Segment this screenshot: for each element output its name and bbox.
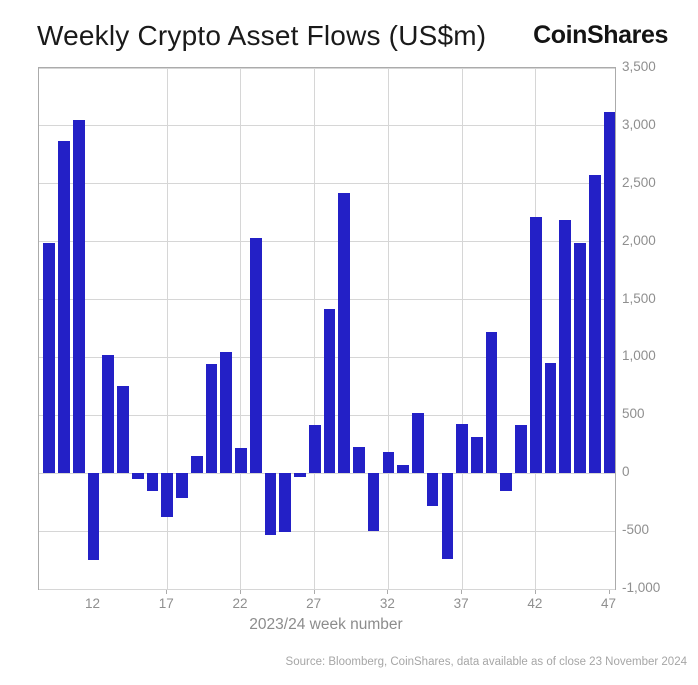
y-gridline-0 xyxy=(39,472,615,474)
bar-week-43 xyxy=(544,363,557,474)
x-gridline-week-17 xyxy=(166,68,168,589)
x-gridline-week-27 xyxy=(314,68,316,589)
x-axis-tickmark-42 xyxy=(534,589,536,594)
x-axis-tick-label-27: 27 xyxy=(306,596,322,611)
bar-week-21 xyxy=(220,351,233,474)
source-note: Source: Bloomberg, CoinShares, data avai… xyxy=(285,656,687,668)
y-gridline--1000 xyxy=(39,588,615,590)
bar-week-19 xyxy=(190,455,203,474)
bar-week-17 xyxy=(161,473,174,518)
x-axis-tick-label-42: 42 xyxy=(527,596,543,611)
y-axis-tick-label-3000: 3,000 xyxy=(622,116,656,132)
bar-week-23 xyxy=(249,238,262,474)
bar-week-22 xyxy=(235,448,247,474)
bar-week-38 xyxy=(471,437,483,474)
bar-week-41 xyxy=(515,424,527,474)
plot-area xyxy=(38,67,616,590)
bar-week-20 xyxy=(205,364,218,474)
bar-week-9 xyxy=(43,242,56,474)
bar-week-15 xyxy=(131,473,144,479)
y-gridline-3000 xyxy=(39,125,615,127)
x-axis-tickmark-47 xyxy=(608,589,610,594)
y-axis-tick-label-2500: 2,500 xyxy=(622,174,656,190)
bar-week-30 xyxy=(353,446,365,474)
bar-week-24 xyxy=(264,473,277,535)
bar-week-46 xyxy=(588,174,601,474)
y-axis-tick-label-3500: 3,500 xyxy=(622,59,656,74)
bar-week-39 xyxy=(485,331,498,474)
x-axis-tick-label-22: 22 xyxy=(232,596,248,611)
x-axis-title: 2023/24 week number xyxy=(249,616,403,633)
bar-week-10 xyxy=(58,140,70,474)
bar-week-35 xyxy=(426,473,439,506)
chart-title: Weekly Crypto Asset Flows (US$m) xyxy=(37,20,487,51)
bar-week-27 xyxy=(308,424,321,474)
bar-week-16 xyxy=(146,473,159,491)
y-axis-tick-label-1500: 1,500 xyxy=(622,290,656,306)
x-axis-tick-label-32: 32 xyxy=(379,596,395,611)
bar-week-25 xyxy=(279,473,292,533)
bar-week-14 xyxy=(117,386,129,474)
bar-week-18 xyxy=(176,473,188,498)
bar-week-11 xyxy=(72,120,85,474)
x-gridline-week-22 xyxy=(240,68,242,589)
x-axis-tickmark-27 xyxy=(313,589,315,594)
x-axis-tick-label-47: 47 xyxy=(601,596,617,611)
bar-week-13 xyxy=(102,355,115,474)
x-axis-tickmark-37 xyxy=(461,589,463,594)
y-gridline-3500 xyxy=(39,67,615,69)
x-axis-tickmark-32 xyxy=(387,589,389,594)
y-gridline-1500 xyxy=(39,299,615,301)
bar-week-32 xyxy=(382,452,395,474)
bar-week-26 xyxy=(294,473,306,477)
y-axis-tick-label-1000: 1,000 xyxy=(622,348,656,364)
x-gridline-week-32 xyxy=(387,68,389,589)
x-axis-tick-label-12: 12 xyxy=(85,596,101,611)
x-gridline-week-37 xyxy=(461,68,463,589)
y-gridline-2500 xyxy=(39,183,615,185)
bar-week-33 xyxy=(397,465,409,474)
x-axis-tickmark-17 xyxy=(166,589,168,594)
bar-week-36 xyxy=(441,473,454,559)
x-axis-tick-label-37: 37 xyxy=(453,596,469,611)
y-axis-tick-label--500: -500 xyxy=(622,522,650,538)
bar-week-31 xyxy=(367,473,380,532)
y-axis-tick-label-2000: 2,000 xyxy=(622,232,656,248)
y-gridline--500 xyxy=(39,530,615,532)
y-gridline-2000 xyxy=(39,241,615,243)
y-axis-tick-label--1000: -1,000 xyxy=(622,580,661,595)
bar-week-12 xyxy=(87,473,100,561)
x-axis-tick-label-17: 17 xyxy=(158,596,174,611)
bar-week-42 xyxy=(529,217,542,474)
bar-week-40 xyxy=(500,473,513,491)
bar-week-47 xyxy=(603,111,616,474)
bar-week-44 xyxy=(559,219,572,474)
x-axis-tickmark-22 xyxy=(239,589,241,594)
bar-week-28 xyxy=(323,308,336,474)
bar-week-29 xyxy=(338,193,350,474)
bar-week-45 xyxy=(574,242,586,474)
coinshares-logo: CoinShares xyxy=(533,21,668,49)
y-axis-tick-label-500: 500 xyxy=(622,406,645,422)
bar-week-34 xyxy=(412,413,424,474)
bar-week-37 xyxy=(456,424,468,474)
y-axis-tick-label-0: 0 xyxy=(622,464,630,480)
